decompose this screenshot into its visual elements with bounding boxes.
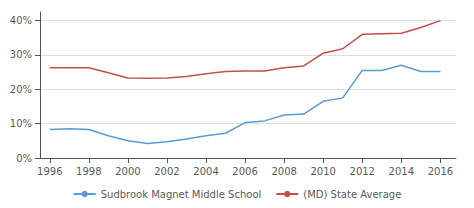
- svg-text:2016: 2016: [428, 166, 453, 177]
- svg-text:0%: 0%: [16, 153, 32, 164]
- svg-text:2002: 2002: [154, 166, 179, 177]
- svg-text:40%: 40%: [10, 15, 32, 26]
- svg-text:2014: 2014: [389, 166, 414, 177]
- svg-text:Sudbrook Magnet Middle School: Sudbrook Magnet Middle School: [101, 189, 262, 200]
- svg-text:30%: 30%: [10, 49, 32, 60]
- svg-text:2006: 2006: [232, 166, 257, 177]
- svg-text:(MD) State Average: (MD) State Average: [303, 189, 401, 200]
- svg-text:2000: 2000: [115, 166, 140, 177]
- svg-text:1996: 1996: [37, 166, 62, 177]
- svg-text:2010: 2010: [310, 166, 335, 177]
- svg-text:2004: 2004: [193, 166, 218, 177]
- svg-text:10%: 10%: [10, 118, 32, 129]
- svg-text:1998: 1998: [76, 166, 101, 177]
- svg-text:2008: 2008: [271, 166, 296, 177]
- svg-text:2012: 2012: [350, 166, 375, 177]
- svg-text:20%: 20%: [10, 84, 32, 95]
